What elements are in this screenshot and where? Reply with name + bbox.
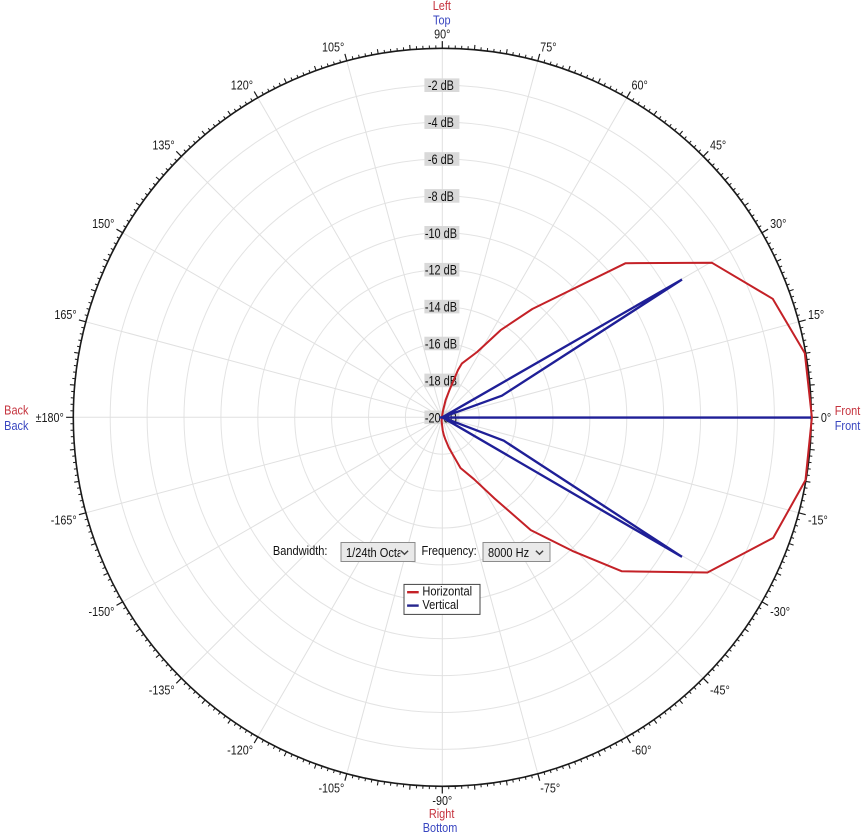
svg-text:45°: 45° — [710, 138, 727, 153]
svg-text:-8 dB: -8 dB — [428, 189, 454, 205]
svg-text:-12 dB: -12 dB — [425, 262, 457, 278]
svg-text:90°: 90° — [434, 27, 451, 42]
svg-text:30°: 30° — [770, 216, 787, 231]
svg-text:Back: Back — [4, 418, 29, 433]
svg-text:Top: Top — [433, 12, 451, 27]
svg-text:Left: Left — [433, 0, 452, 13]
svg-text:165°: 165° — [54, 307, 77, 322]
svg-text:Front: Front — [835, 403, 861, 418]
svg-text:-120°: -120° — [227, 743, 253, 758]
svg-text:Front: Front — [835, 418, 861, 433]
svg-text:0°: 0° — [821, 410, 832, 425]
svg-text:±180°: ±180° — [36, 410, 64, 425]
svg-text:-105°: -105° — [318, 780, 344, 795]
svg-text:-2 dB: -2 dB — [428, 78, 454, 94]
svg-text:-15°: -15° — [808, 513, 828, 528]
svg-text:-75°: -75° — [540, 780, 560, 795]
svg-text:-18 dB: -18 dB — [425, 373, 457, 389]
svg-text:Frequency:: Frequency: — [422, 543, 477, 558]
svg-text:Vertical: Vertical — [422, 597, 458, 612]
svg-text:Bandwidth:: Bandwidth: — [273, 543, 328, 558]
svg-text:-150°: -150° — [89, 604, 115, 619]
svg-text:-60°: -60° — [632, 743, 652, 758]
svg-text:75°: 75° — [540, 40, 557, 55]
svg-text:Bottom: Bottom — [423, 820, 458, 833]
svg-text:-10 dB: -10 dB — [425, 226, 457, 242]
svg-text:Horizontal: Horizontal — [422, 584, 472, 599]
svg-text:150°: 150° — [92, 216, 115, 231]
svg-text:Back: Back — [4, 403, 29, 418]
svg-text:1/24th Octave: 1/24th Octave — [346, 545, 415, 560]
svg-text:-4 dB: -4 dB — [428, 115, 454, 131]
svg-text:60°: 60° — [632, 77, 649, 92]
svg-text:8000 Hz: 8000 Hz — [488, 545, 529, 560]
svg-text:120°: 120° — [231, 77, 254, 92]
svg-text:Right: Right — [429, 806, 455, 821]
svg-text:-165°: -165° — [51, 513, 77, 528]
svg-text:-90°: -90° — [432, 793, 452, 808]
svg-text:-14 dB: -14 dB — [425, 299, 457, 315]
svg-text:105°: 105° — [322, 40, 345, 55]
svg-text:-30°: -30° — [770, 604, 790, 619]
svg-text:135°: 135° — [152, 138, 175, 153]
svg-text:-135°: -135° — [149, 682, 175, 697]
svg-text:-16 dB: -16 dB — [425, 336, 457, 352]
svg-text:-6 dB: -6 dB — [428, 152, 454, 168]
svg-text:-45°: -45° — [710, 682, 730, 697]
svg-text:15°: 15° — [808, 307, 825, 322]
